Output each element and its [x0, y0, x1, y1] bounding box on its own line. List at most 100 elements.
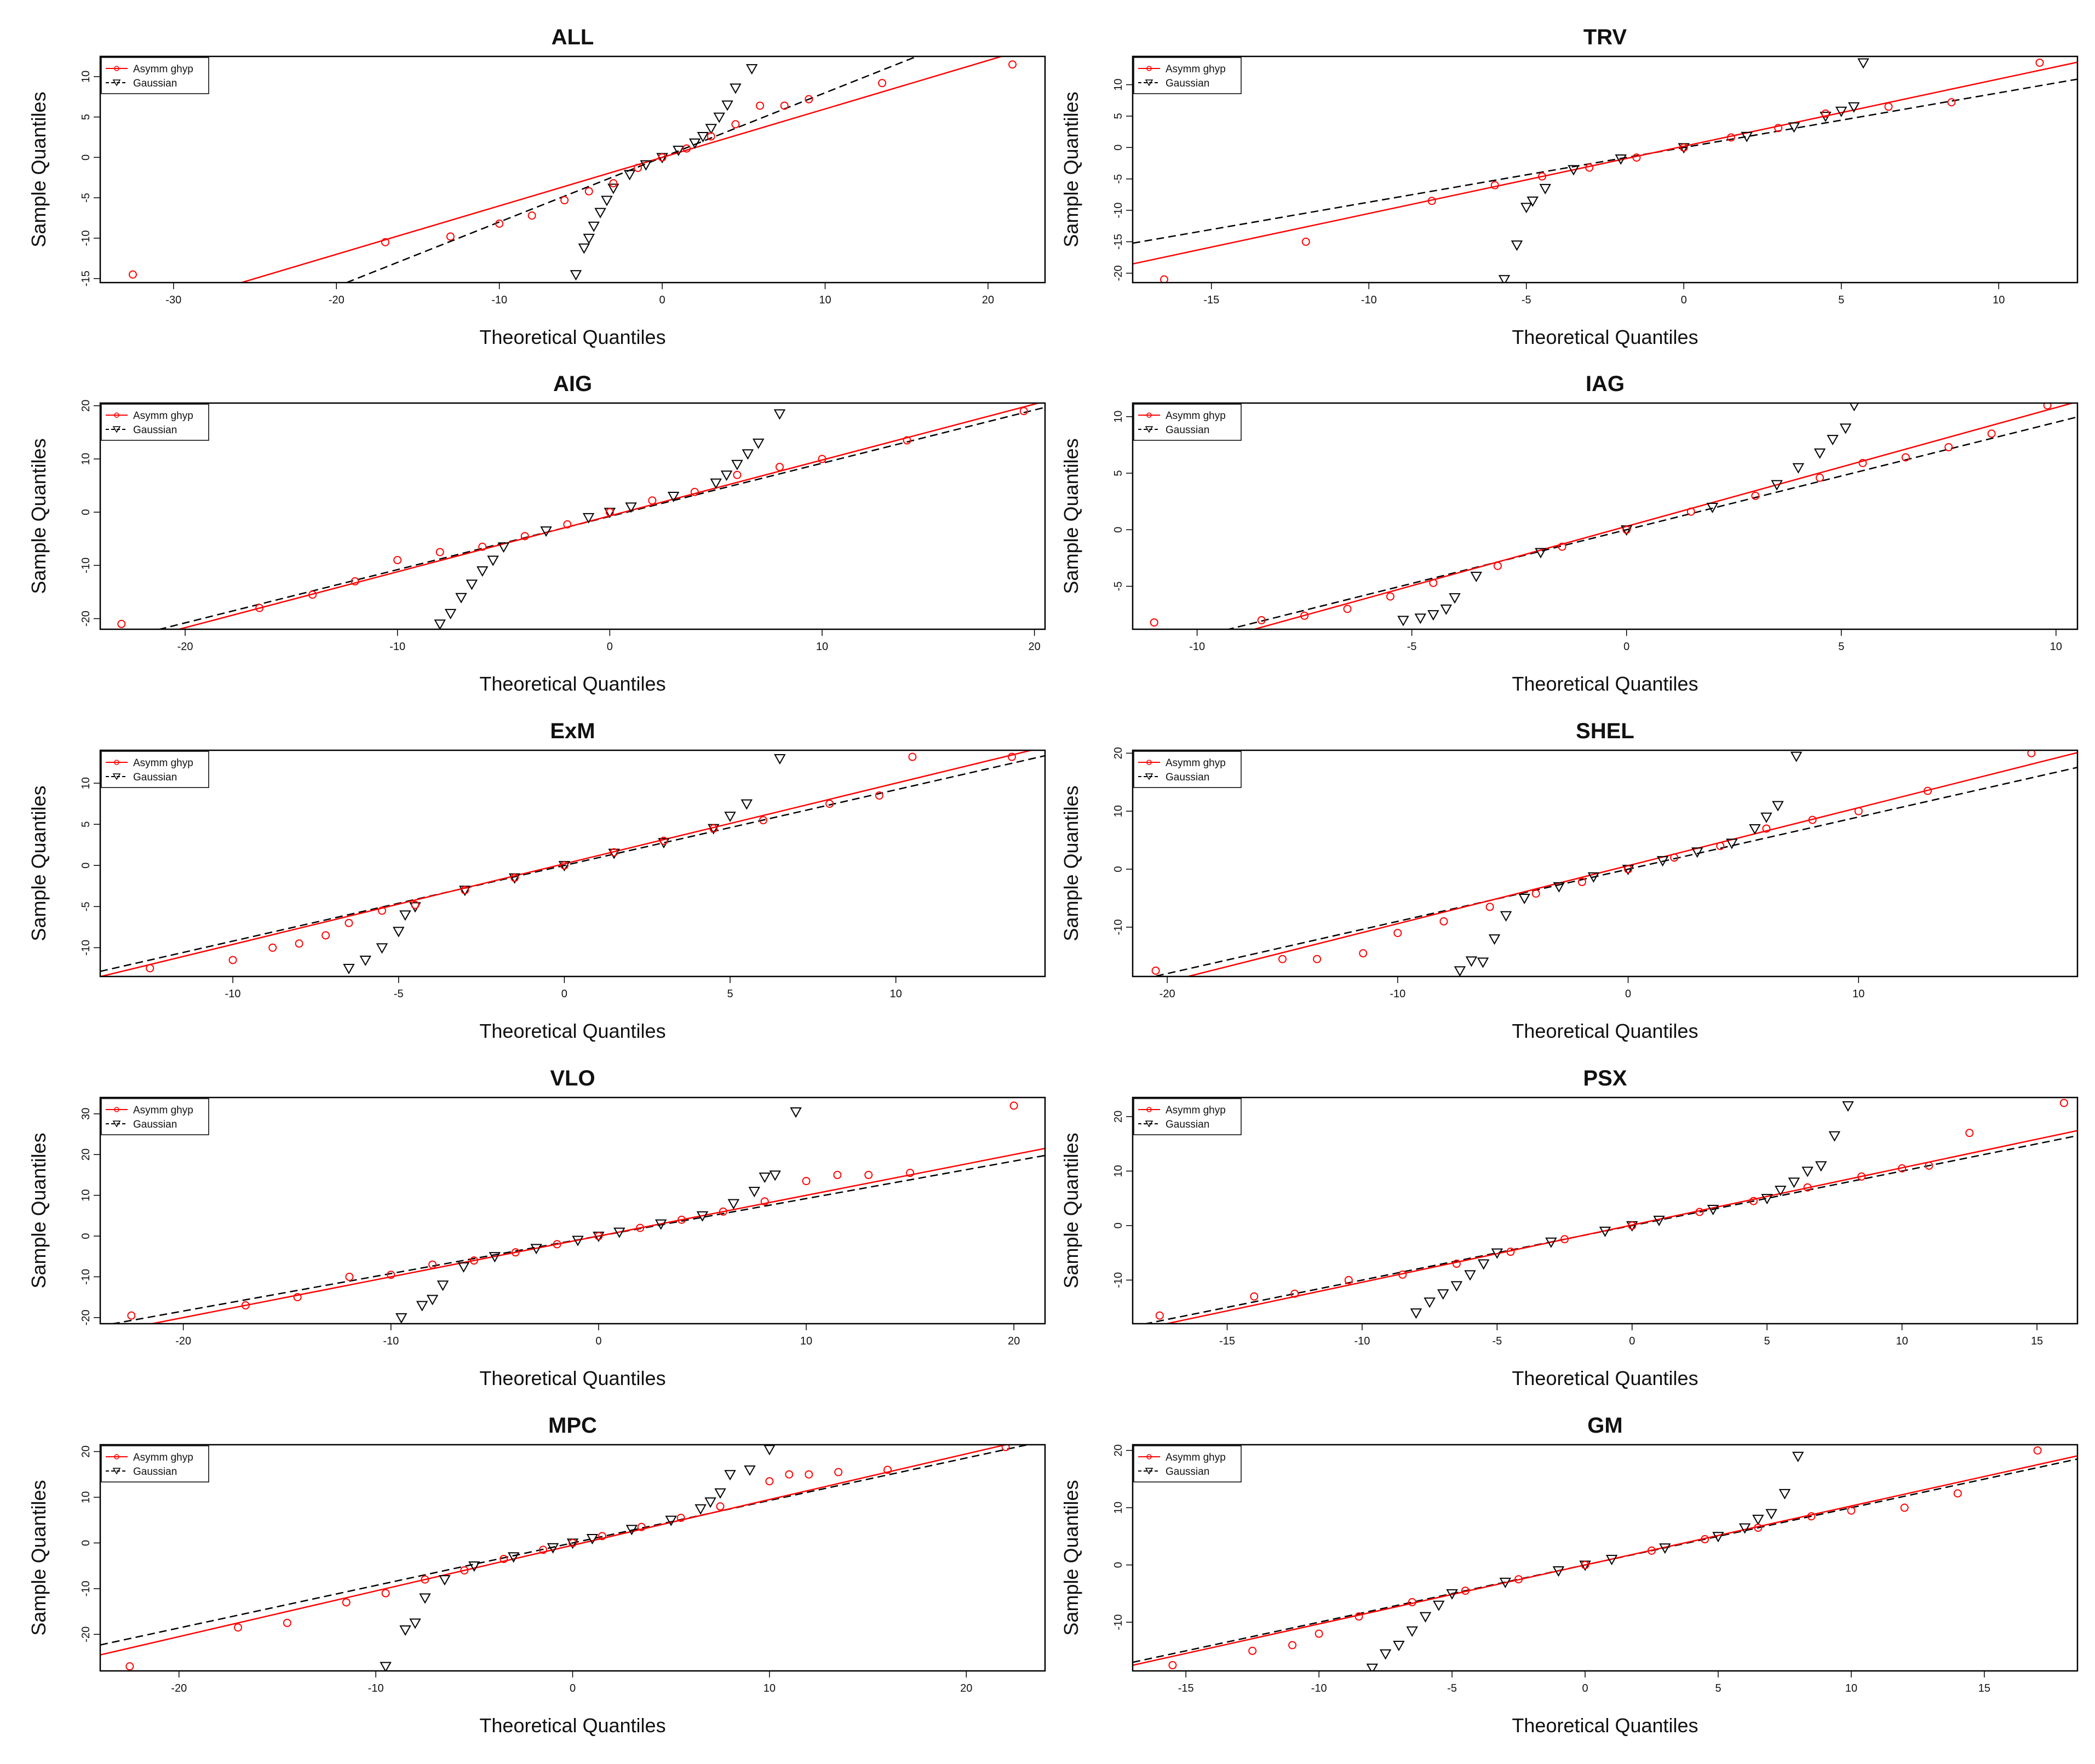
y-tick-label: -5	[80, 901, 92, 911]
asymm-ghyp-point	[117, 619, 126, 628]
x-tick-label: 0	[607, 641, 613, 653]
x-tick-label: 10	[1845, 1682, 1857, 1694]
gaussian-point	[1518, 894, 1530, 905]
asymm-ghyp-reference-line	[100, 750, 1034, 976]
legend-asymm-label: Asymm ghyp	[133, 1452, 193, 1463]
gaussian-point	[745, 64, 758, 75]
x-axis-label: Theoretical Quantiles	[479, 1714, 665, 1737]
x-tick-label: -5	[1522, 294, 1531, 306]
gaussian-point	[1511, 240, 1523, 251]
gaussian-point	[790, 1107, 802, 1118]
asymm-ghyp-point	[775, 463, 784, 472]
gaussian-point	[582, 513, 595, 524]
gaussian-point	[1738, 1523, 1751, 1534]
gaussian-point	[1801, 1167, 1813, 1177]
legend-box	[101, 404, 209, 441]
x-tick-label: -10	[1311, 1682, 1327, 1694]
gaussian-point	[720, 470, 733, 481]
y-tick-label: 20	[80, 1148, 92, 1160]
asymm-ghyp-point	[1427, 197, 1436, 205]
x-axis-label: Theoretical Quantiles	[479, 673, 665, 695]
legend-box	[1133, 1445, 1242, 1483]
asymm-ghyp-point	[610, 848, 618, 857]
asymm-ghyp-point	[1019, 407, 1028, 416]
x-tick-label: 0	[570, 1682, 576, 1694]
asymm-ghyp-point	[1965, 1129, 1974, 1137]
qq-panel-shel: SHEL -20 -10 0 10 -10 0 10 20 Theoretical Quantil…	[1060, 719, 2079, 1042]
asymm-ghyp-point	[1439, 917, 1448, 926]
gaussian-reference-line	[1151, 767, 2077, 976]
asymm-ghyp-point	[1359, 949, 1368, 958]
gaussian-point	[466, 579, 478, 590]
asymm-ghyp-point	[1854, 807, 1863, 815]
gaussian-point	[359, 955, 371, 966]
legend-box	[101, 1445, 209, 1483]
gaussian-point	[1788, 1177, 1800, 1188]
gaussian-point	[1539, 183, 1551, 194]
x-tick-label: -30	[165, 294, 181, 306]
asymm-ghyp-point	[785, 1470, 794, 1479]
panel-title: TRV	[1583, 25, 1627, 49]
gaussian-point	[714, 1488, 726, 1499]
gaussian-point	[1839, 423, 1852, 434]
gaussian-point	[1552, 1566, 1565, 1577]
gaussian-point	[1659, 1543, 1671, 1554]
legend-box	[1133, 404, 1242, 441]
gaussian-point	[705, 124, 718, 135]
asymm-ghyp-point	[637, 1522, 646, 1531]
asymm-ghyp-point	[125, 1662, 134, 1671]
gaussian-point	[455, 593, 467, 604]
y-tick-label: 10	[80, 71, 92, 83]
legend-asymm-label: Asymm ghyp	[1166, 410, 1226, 422]
gaussian-point	[696, 1211, 709, 1222]
qq-panel-psx: PSX -15 -10 -5 0 5 10 15 -10 0 10 20 Theoretical Qua…	[1060, 1066, 2079, 1389]
gaussian-point	[437, 1280, 449, 1291]
gaussian-point	[570, 270, 582, 281]
legend-asymm-marker	[114, 1107, 119, 1112]
gaussian-point	[724, 812, 736, 823]
gaussian-point	[1393, 1640, 1405, 1651]
y-tick-label: 10	[80, 1491, 92, 1503]
asymm-ghyp-point	[1585, 163, 1594, 172]
gaussian-point	[1397, 616, 1409, 627]
asymm-ghyp-point	[1858, 458, 1867, 467]
asymm-ghyp-point	[584, 187, 593, 196]
y-tick-label: 10	[1112, 805, 1124, 817]
asymm-ghyp-point	[411, 900, 420, 909]
y-axis-label: Sample Quantiles	[27, 1133, 50, 1288]
panel-title: SHEL	[1576, 719, 1634, 743]
legend-box	[101, 57, 209, 94]
legend-asymm-marker	[1146, 1454, 1152, 1460]
panel-title: ExM	[550, 719, 595, 743]
asymm-ghyp-point	[146, 964, 154, 973]
asymm-ghyp-point	[1007, 752, 1016, 761]
gaussian-point	[673, 146, 685, 157]
y-tick-label: 0	[80, 1233, 92, 1239]
x-tick-label: -10	[368, 1682, 384, 1694]
asymm-ghyp-point	[1808, 815, 1817, 824]
gaussian-point	[1419, 1612, 1432, 1623]
gaussian-point	[1478, 1259, 1490, 1270]
asymm-ghyp-point	[1150, 618, 1158, 627]
plot-frame	[1132, 402, 2079, 630]
gaussian-reference-line	[1226, 416, 2077, 629]
legend-gaussian-label: Gaussian	[133, 1119, 177, 1130]
legend-gaussian-label: Gaussian	[1166, 1466, 1209, 1478]
asymm-ghyp-point	[469, 1256, 478, 1265]
asymm-ghyp-point	[1751, 491, 1760, 500]
x-tick-label: -5	[1492, 1335, 1502, 1347]
y-tick-label: 10	[1112, 411, 1124, 423]
gaussian-point	[1828, 1131, 1841, 1142]
gaussian-point	[343, 963, 355, 975]
y-tick-label: 0	[80, 863, 92, 869]
y-tick-label: -10	[1112, 1272, 1124, 1288]
qq-panel-aig: AIG -20 -10 0 10 20 -20 -10 0 10 20 Theoretical Qua…	[27, 372, 1046, 695]
asymm-ghyp-point	[833, 1170, 842, 1179]
legend-asymm-label: Asymm ghyp	[1166, 1452, 1226, 1463]
y-tick-label: 0	[80, 1540, 92, 1546]
legend-gaussian-label: Gaussian	[1166, 772, 1209, 783]
gaussian-point	[1410, 1308, 1422, 1319]
gaussian-reference-line	[109, 1154, 1045, 1324]
asymm-ghyp-point	[1151, 966, 1160, 975]
asymm-ghyp-point	[678, 1215, 686, 1224]
